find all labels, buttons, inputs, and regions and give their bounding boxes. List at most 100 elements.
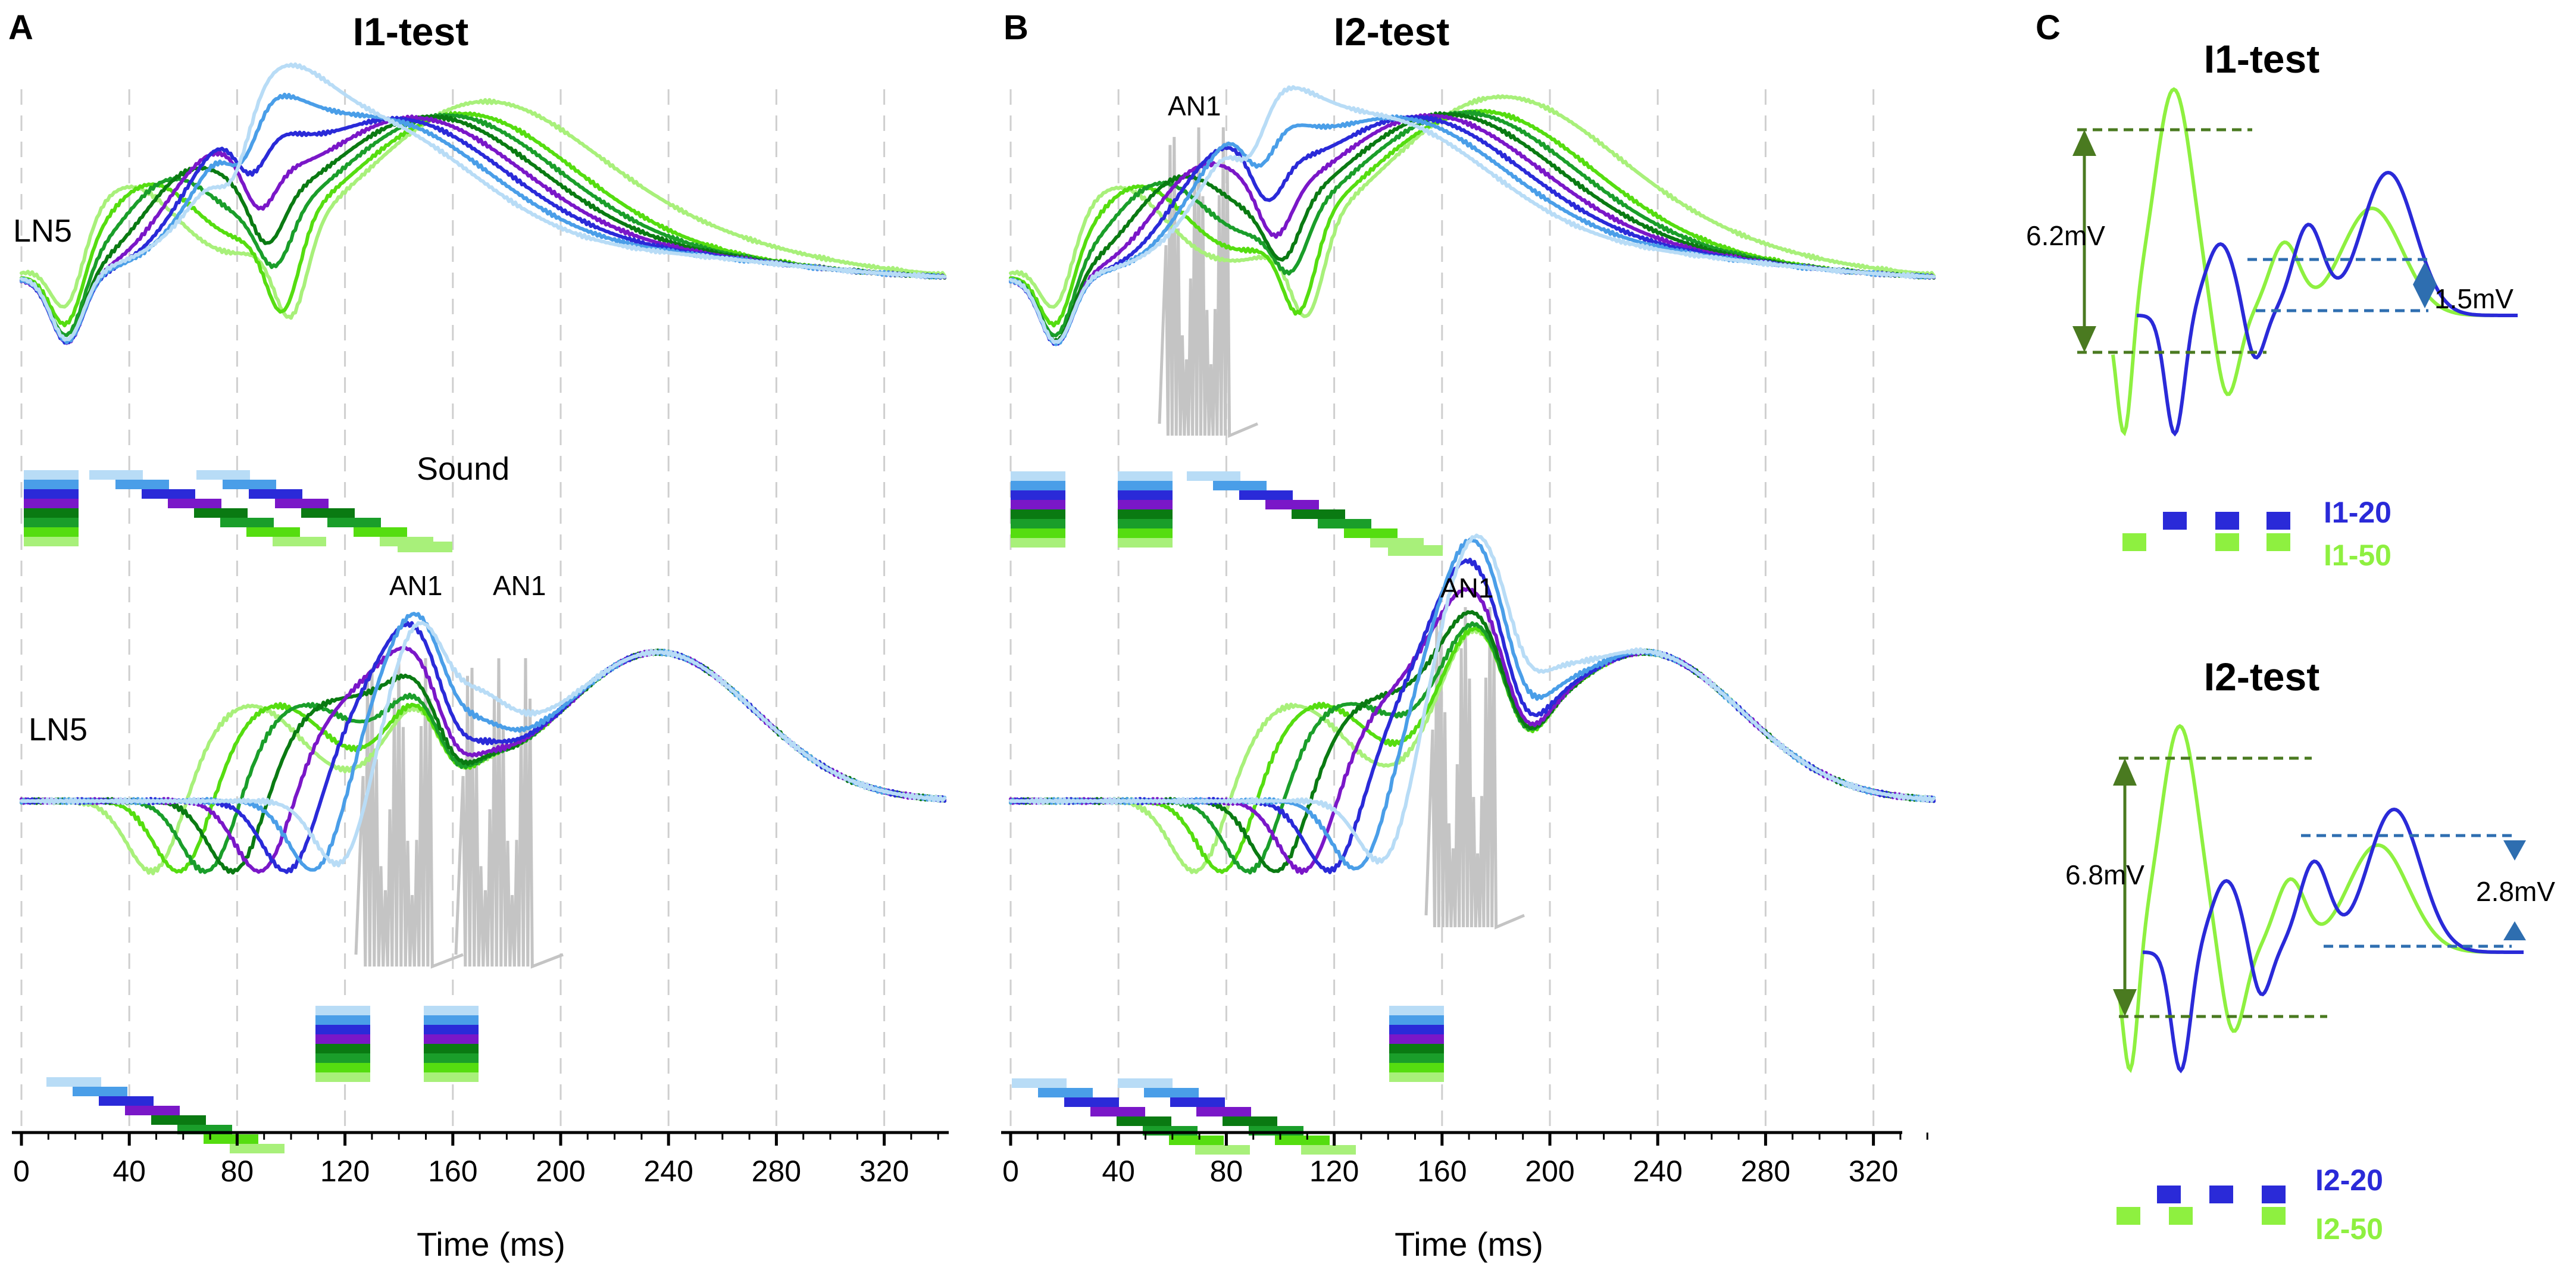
panel-a-bottom-stair-bar-2 [99, 1096, 154, 1106]
panel-b-bottom-stair1-bar-3 [1090, 1107, 1145, 1116]
panel-b-top-stack2-bar-1 [1118, 481, 1173, 490]
panel-b-top-stack2-bar-7 [1118, 538, 1173, 548]
c-bottom-i2-20-trace [2143, 807, 2524, 1074]
c-top-i1-50-trace [2111, 87, 2494, 436]
panel-b-top-stack1-bar-1 [1011, 481, 1065, 490]
panel-a-stimulus-bars [24, 470, 479, 1153]
panel-a-tick-label-320: 320 [859, 1155, 909, 1188]
panel-a-top-stair2-bar-0 [196, 470, 250, 480]
panel-b-tick-label-40: 40 [1102, 1155, 1135, 1188]
c-bottom-leg-b1 [2157, 1186, 2181, 1203]
panel-b-top-stair-bar-4 [1292, 509, 1345, 519]
panel-b-bottom-stair2-bar-4 [1223, 1116, 1277, 1126]
panel-a-tick-label-0: 0 [13, 1155, 30, 1188]
panel-b-bottom-stair2-bar-0 [1118, 1078, 1173, 1088]
c-top-amplitude-large: 6.2mV [2026, 220, 2105, 251]
panel-a-top-stair1-bar-0 [89, 470, 143, 480]
panel-a-top-stair1-bar-4 [194, 508, 248, 518]
panel-b-top-stair-bar-1 [1213, 481, 1267, 490]
c-top-amplitude-small: 1.5mV [2434, 283, 2514, 314]
panel-a-top-traces [20, 62, 947, 345]
panel-a-top-stair2-bar-3 [275, 499, 329, 508]
panel-a-top-stair1-bar-5 [220, 518, 274, 527]
panel-b-bottom-stack-bar-7 [1389, 1072, 1444, 1082]
c-top-arrow-head-down [2072, 326, 2096, 352]
panel-b-top-stair-bar-2 [1239, 490, 1293, 500]
panel-a-top-stair2-bar-6 [354, 527, 407, 537]
panel-b-tick-label-80: 80 [1210, 1155, 1243, 1188]
panel-b-bottom-stack-bar-3 [1389, 1034, 1444, 1044]
panel-a-bottom-stair-bar-4 [151, 1115, 206, 1125]
panel-a-an1-burst-2 [454, 658, 564, 969]
panel-b-tick-label-240: 240 [1633, 1155, 1682, 1188]
panel-a-sound-waveforms [354, 658, 564, 969]
panel-b-top-stack1-bar-3 [1011, 500, 1065, 509]
panel-a-bottom-stack2-bar-4 [424, 1044, 479, 1053]
panel-a-top-stack-bar-5 [24, 518, 79, 527]
panel-a-bottom-stack1-bar-7 [315, 1072, 370, 1082]
panel-b-bottom-stack-bar-5 [1389, 1053, 1444, 1063]
panel-a-tick-label-80: 80 [221, 1155, 254, 1188]
panel-a-gridlines [20, 89, 886, 1127]
panel-b-an1-label-top: AN1 [1168, 90, 1221, 121]
panel-b-top-stack1-bar-0 [1011, 471, 1065, 481]
panel-b-bottom-traces [1009, 533, 1936, 875]
panel-b-top-trace-i1-at-30-ms [1009, 85, 1936, 345]
panel-b-bottom-stack-bar-6 [1389, 1063, 1444, 1072]
panel-b-top-stack2-bar-4 [1118, 509, 1173, 519]
panel-a-an1-burst-1 [354, 658, 464, 969]
panel-b-an1-label-bottom: AN1 [1440, 573, 1493, 603]
panel-b-tick-label-160: 160 [1417, 1155, 1467, 1188]
panel-b-top-stack2-bar-6 [1118, 528, 1173, 538]
panel-b-bottom-stair1-bar-7 [1195, 1145, 1250, 1155]
panel-a-an1-label-1: AN1 [389, 570, 442, 601]
panel-b-top-stack2-bar-0 [1118, 471, 1173, 481]
panel-a-top-trace-i1-at-100-ms [20, 98, 947, 320]
panel-a-bottom-stack1-bar-0 [315, 1006, 370, 1015]
panel-a-bottom-trace-i1-at-50-ms [20, 621, 947, 874]
c-top-blue-diamond [2413, 262, 2437, 308]
panel-a-top-stair2-bar-2 [249, 489, 302, 499]
c-bottom-amplitude-large: 6.8mV [2065, 859, 2144, 890]
panel-b-top-stair-bar-0 [1187, 471, 1240, 481]
panel-a-top-trace-i1-at-80-ms [20, 112, 947, 337]
panel-b-tick-label-0: 0 [1002, 1155, 1019, 1188]
panel-c-title-top: I1-test [2204, 37, 2319, 81]
panel-b-top-stack1-bar-4 [1011, 509, 1065, 519]
c-bottom-amplitude-small: 2.8mV [2476, 876, 2555, 907]
panel-b-top-stair-bar-6 [1344, 528, 1398, 538]
c-top-arrow-head-up [2072, 130, 2096, 156]
c-bottom-i2-50-trace [2117, 724, 2500, 1073]
c-bottom-arrow-head-up [2113, 758, 2137, 786]
c-bottom-leg-b3 [2262, 1186, 2286, 1203]
panel-a-bottom-traces [20, 612, 947, 875]
panel-a-bottom-stair-bar-1 [73, 1087, 127, 1096]
panel-letter-c: C [2036, 8, 2061, 47]
panel-a-bottom-stair-bar-7 [230, 1144, 285, 1153]
panel-a-top-stair1-bar-2 [142, 489, 195, 499]
panel-b-top-traces [1009, 85, 1936, 346]
panel-a-bottom-stack1-bar-5 [315, 1053, 370, 1063]
panel-a-bottom-stack1-bar-6 [315, 1063, 370, 1072]
panel-a-top-stair1-bar-1 [115, 480, 169, 489]
panel-b-top-stack1-bar-5 [1011, 519, 1065, 528]
c-bottom-leg-g1 [2117, 1207, 2140, 1225]
panel-a-top-stack-bar-0 [24, 470, 79, 480]
panel-a-title: I1-test [353, 10, 468, 54]
panel-b-top-extra-bar [1388, 545, 1443, 556]
panel-b-tick-label-280: 280 [1741, 1155, 1790, 1188]
panel-b-bottom-stair2-bar-5 [1249, 1126, 1303, 1136]
panel-b-top-stack2-bar-5 [1118, 519, 1173, 528]
panel-a-top-stair2-bar-4 [301, 508, 355, 518]
panel-b-tick-label-120: 120 [1309, 1155, 1359, 1188]
panel-a-top-stack-bar-6 [24, 527, 79, 537]
panel-a-bottom-trace-i1-at-100-ms [20, 650, 947, 875]
panel-a-top-stack-bar-7 [24, 537, 79, 546]
panel-b-bottom-stair2-bar-2 [1170, 1097, 1225, 1107]
panel-b-bottom-trace-i1-at-30-ms [1009, 533, 1936, 865]
panel-a-bottom-stack2-bar-6 [424, 1063, 479, 1072]
panel-a-sound-label: Sound [417, 451, 509, 487]
panel-letter-a: A [8, 8, 33, 47]
panel-b-an1-burst-bottom [1424, 606, 1525, 930]
